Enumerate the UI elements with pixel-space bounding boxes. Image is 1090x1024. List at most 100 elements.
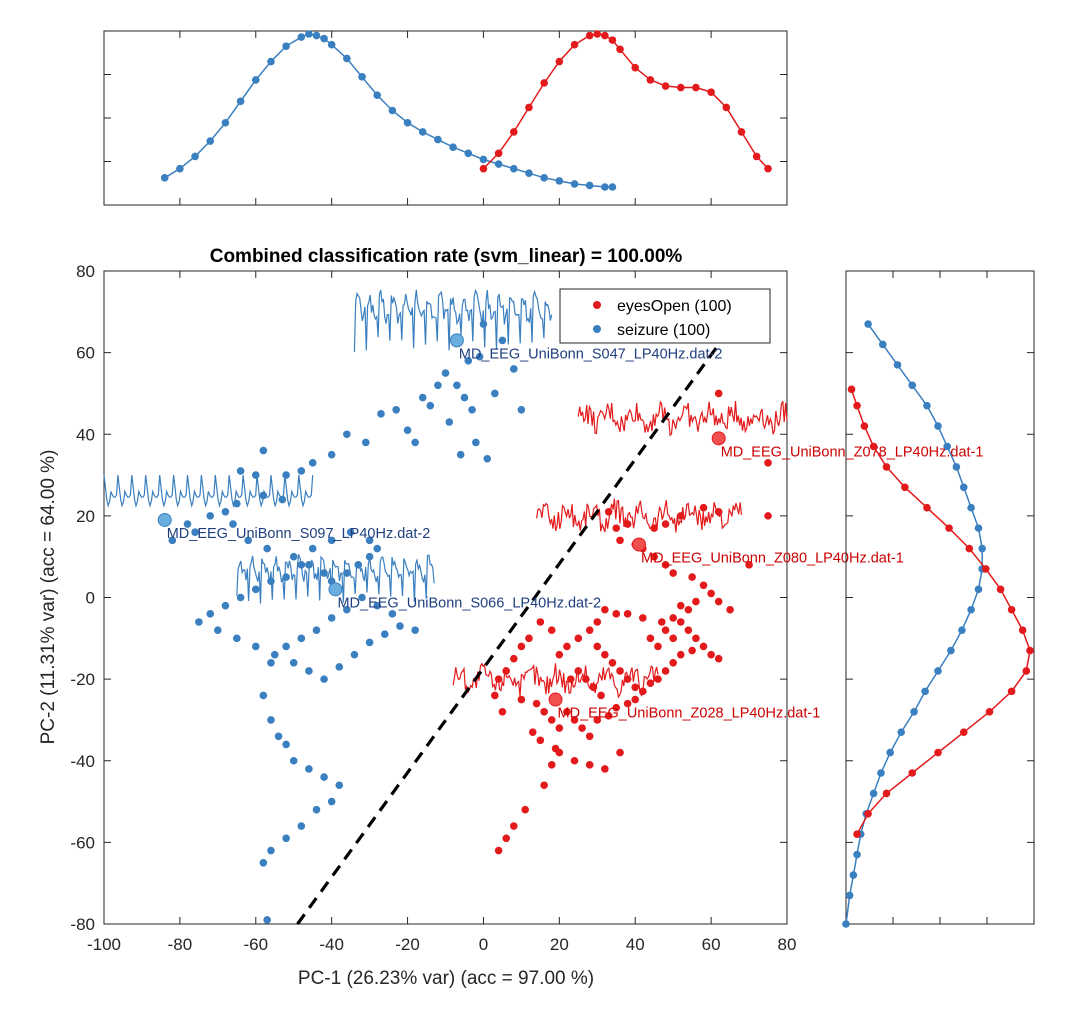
y-tick-label: -60 bbox=[70, 833, 95, 852]
right-density-point-seizure bbox=[978, 544, 986, 553]
scatter-point-eyesOpen bbox=[616, 667, 624, 675]
scatter-point-eyesOpen bbox=[676, 512, 685, 520]
scatter-point-eyesOpen bbox=[525, 634, 533, 643]
top-density-point-eyesOpen bbox=[593, 30, 602, 38]
scatter-point-eyesOpen bbox=[661, 520, 670, 528]
scatter-point-eyesOpen bbox=[646, 679, 655, 688]
top-density-point-seizure bbox=[434, 135, 442, 144]
scatter-point-eyesOpen bbox=[547, 761, 556, 769]
scatter-point-eyesOpen bbox=[608, 659, 617, 667]
top-marginal-axes bbox=[103, 30, 788, 206]
top-density-point-seizure bbox=[282, 42, 290, 51]
scatter-point-seizure bbox=[251, 642, 260, 651]
scatter-point-eyesOpen bbox=[604, 507, 613, 516]
scatter-point-eyesOpen bbox=[536, 736, 545, 745]
scatter-point-eyesOpen bbox=[692, 597, 700, 606]
scatter-point-seizure bbox=[377, 410, 385, 418]
right-marginal-ticks bbox=[846, 270, 1034, 925]
right-density-point-seizure bbox=[893, 361, 902, 369]
scatter-point-seizure bbox=[426, 401, 435, 410]
scatter-point-eyesOpen bbox=[714, 654, 723, 663]
scatter-point-seizure bbox=[183, 520, 192, 528]
scatter-point-eyesOpen bbox=[585, 761, 594, 769]
scatter-point-eyesOpen bbox=[764, 459, 772, 467]
scatter-point-eyesOpen bbox=[578, 724, 586, 732]
scatter-point-seizure bbox=[472, 438, 480, 447]
scatter-point-eyesOpen bbox=[714, 507, 723, 516]
top-density-point-seizure bbox=[251, 76, 260, 84]
scatter-point-seizure bbox=[434, 381, 442, 390]
top-density-point-seizure bbox=[525, 169, 533, 178]
x-tick-label: 40 bbox=[626, 935, 645, 954]
legend-marker-seizure bbox=[593, 325, 601, 333]
top-density-point-eyesOpen bbox=[737, 128, 746, 136]
chart-title: Combined classification rate (svm_linear… bbox=[210, 246, 683, 267]
scatter-point-seizure bbox=[491, 389, 499, 398]
top-density-point-seizure bbox=[540, 174, 548, 182]
scatter-point-eyesOpen bbox=[491, 691, 499, 700]
scatter-point-seizure bbox=[278, 495, 287, 504]
right-density-point-seizure bbox=[974, 524, 983, 532]
top-density-point-seizure bbox=[358, 73, 366, 81]
scatter-point-seizure bbox=[354, 561, 363, 569]
scatter-point-eyesOpen bbox=[547, 626, 556, 634]
scatter-point-seizure bbox=[373, 544, 382, 553]
scatter-point-eyesOpen bbox=[726, 605, 734, 614]
scatter-point-seizure bbox=[335, 781, 344, 790]
scatter-point-seizure bbox=[312, 626, 321, 634]
scatter-point-eyesOpen bbox=[555, 650, 564, 659]
y-tick-label: -40 bbox=[70, 752, 95, 771]
scatter-point-eyesOpen bbox=[494, 846, 503, 855]
point-annotations: MD_EEG_UniBonn_S047_LP40Hz.dat-2 MD_EEG_U… bbox=[167, 346, 984, 721]
scatter-point-eyesOpen bbox=[510, 822, 518, 830]
scatter-point-eyesOpen bbox=[528, 728, 537, 736]
scatter-point-eyesOpen bbox=[616, 748, 624, 757]
scatter-point-eyesOpen bbox=[517, 695, 526, 704]
scatter-point-eyesOpen bbox=[661, 561, 670, 569]
x-tick-label: -80 bbox=[168, 935, 193, 954]
scatter-point-eyesOpen bbox=[650, 524, 658, 532]
top-density-point-eyesOpen bbox=[479, 164, 488, 173]
top-marginal-ticks bbox=[103, 31, 788, 205]
scatter-point-eyesOpen bbox=[563, 642, 571, 651]
scatter-point-eyesOpen bbox=[563, 707, 571, 716]
right-density-point-seizure bbox=[959, 483, 968, 492]
right-density-point-seizure bbox=[947, 646, 955, 655]
scatter-point-eyesOpen bbox=[631, 683, 640, 692]
point-annotation-label: MD_EEG_UniBonn_Z080_LP40Hz.dat-1 bbox=[641, 550, 904, 566]
scatter-point-eyesOpen bbox=[540, 707, 548, 716]
right-density-point-eyesOpen bbox=[934, 748, 942, 757]
legend-label-seizure: seizure (100) bbox=[617, 322, 710, 339]
top-density-point-eyesOpen bbox=[616, 45, 624, 54]
top-density-curve-eyesOpen bbox=[482, 33, 769, 170]
scatter-point-eyesOpen bbox=[582, 675, 590, 683]
scatter-point-seizure bbox=[191, 528, 199, 536]
right-density-point-seizure bbox=[923, 401, 931, 410]
scatter-point-seizure bbox=[460, 393, 469, 402]
scatter-point-eyesOpen bbox=[699, 581, 708, 590]
top-density-point-seizure bbox=[510, 164, 518, 173]
x-tick-label: -60 bbox=[243, 935, 268, 954]
point-annotation-label: MD_EEG_UniBonn_Z078_LP40Hz.dat-1 bbox=[721, 444, 984, 460]
scatter-point-eyesOpen bbox=[502, 834, 511, 843]
scatter-point-seizure bbox=[233, 499, 241, 508]
scatter-point-eyesOpen bbox=[707, 589, 715, 598]
scatter-point-seizure bbox=[259, 446, 268, 455]
top-density-point-eyesOpen bbox=[646, 76, 655, 84]
scatter-point-seizure bbox=[327, 614, 336, 622]
right-density-point-seizure bbox=[908, 381, 917, 390]
scatter-point-eyesOpen bbox=[555, 748, 564, 757]
waveform-inset-seizure bbox=[103, 475, 314, 508]
scatter-point-eyesOpen bbox=[521, 805, 529, 814]
right-density-point-seizure bbox=[943, 442, 951, 451]
scatter-point-eyesOpen bbox=[585, 626, 594, 634]
scatter-point-seizure bbox=[335, 663, 344, 671]
right-density-point-seizure bbox=[910, 707, 918, 716]
scatter-point-eyesOpen bbox=[498, 707, 507, 716]
scatter-point-seizure bbox=[373, 601, 382, 610]
scatter-point-eyesOpen bbox=[597, 691, 605, 700]
scatter-point-eyesOpen bbox=[593, 618, 602, 626]
scatter-point-eyesOpen bbox=[574, 634, 583, 643]
top-density-point-seizure bbox=[373, 91, 382, 99]
right-density-point-eyesOpen bbox=[1018, 626, 1027, 634]
